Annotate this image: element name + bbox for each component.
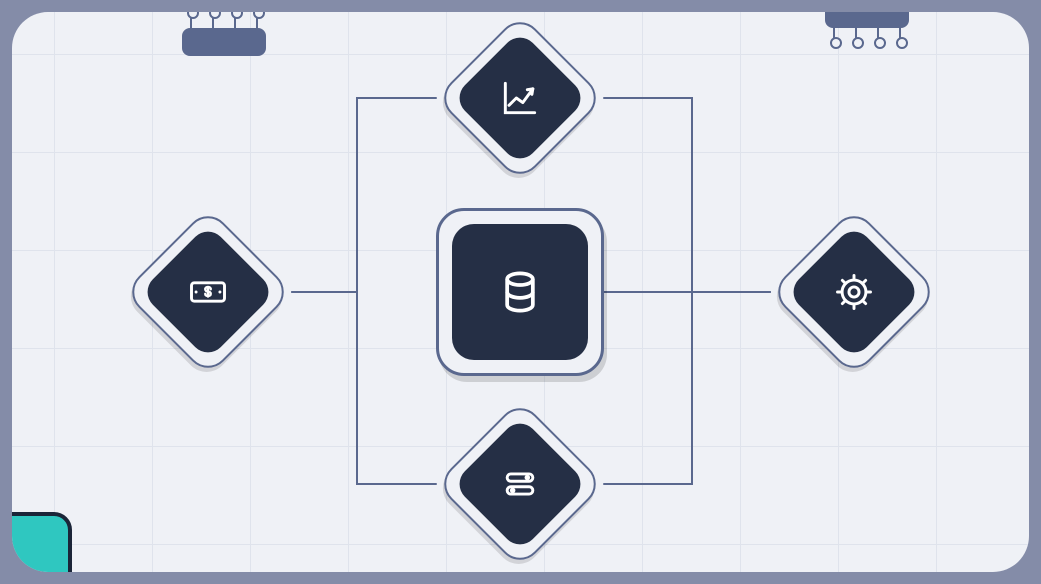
node-top xyxy=(435,13,605,183)
node-center xyxy=(436,208,604,376)
gear-icon xyxy=(786,224,922,360)
connector-left-bottom xyxy=(292,292,436,484)
connector-right-bottom xyxy=(604,292,770,484)
sliders-icon xyxy=(452,416,588,552)
money-icon xyxy=(140,224,276,360)
accent-corner xyxy=(12,512,72,572)
chart-line-icon xyxy=(452,30,588,166)
node-bottom xyxy=(435,399,605,569)
connector-left-top xyxy=(292,98,436,292)
node-left xyxy=(123,207,293,377)
database-icon xyxy=(452,224,588,360)
node-right xyxy=(769,207,939,377)
connector-right-top xyxy=(604,98,770,292)
diagram-canvas xyxy=(12,12,1029,572)
